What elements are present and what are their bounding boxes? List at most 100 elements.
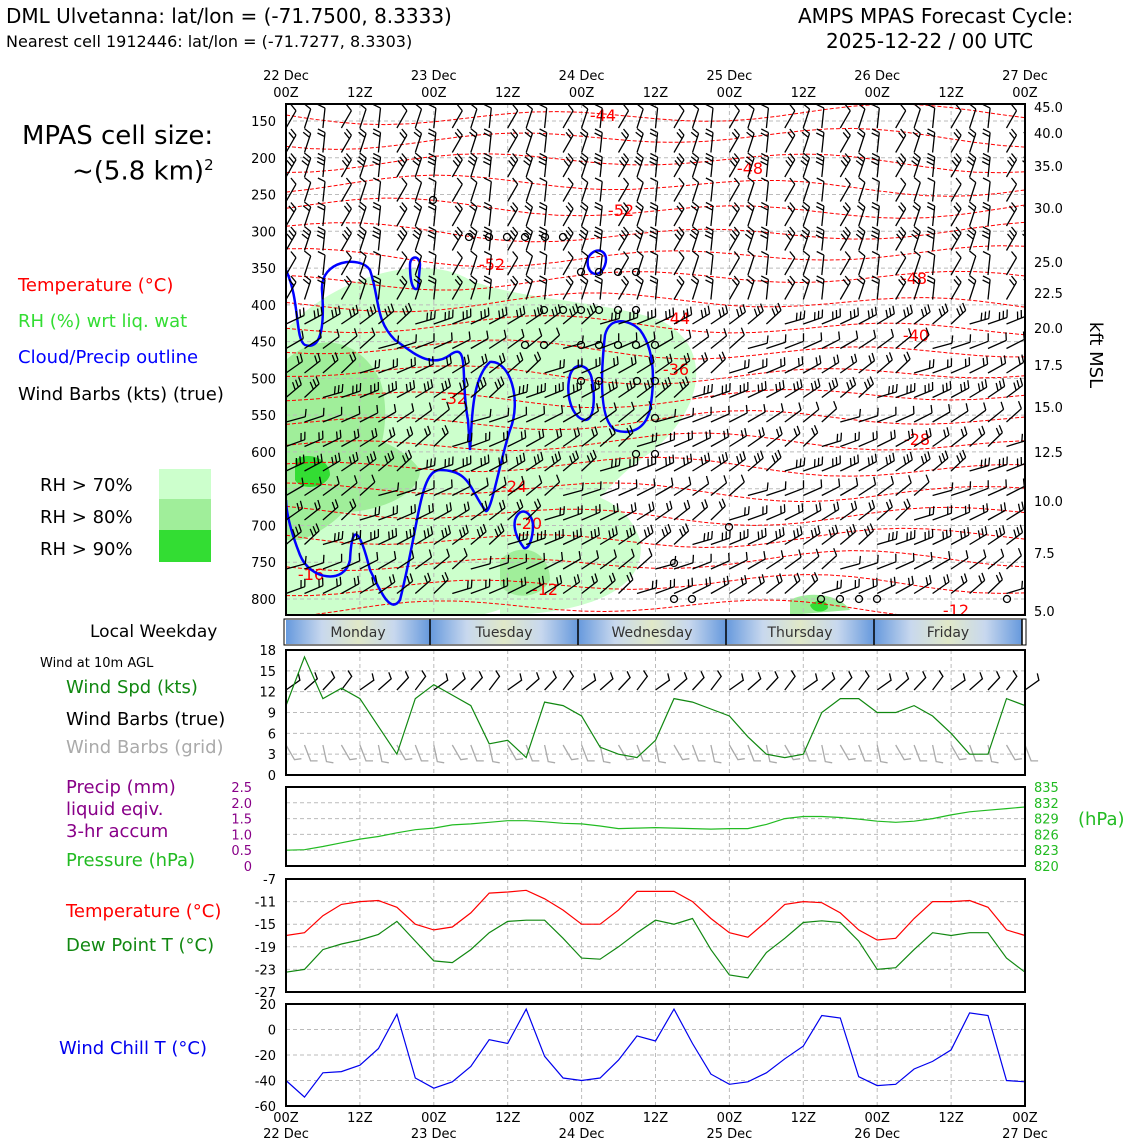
wind-barb — [507, 226, 519, 251]
temperature-contour-label: -36 — [663, 360, 689, 379]
calm-wind-marker — [669, 594, 679, 604]
wind-barb — [562, 427, 581, 448]
kft-tick-label: 35.0 — [1034, 160, 1063, 175]
weekday-cell — [286, 620, 430, 644]
wind-barb — [452, 478, 471, 497]
wind-barb — [488, 430, 509, 448]
wind-barb — [729, 427, 748, 448]
calm-wind-marker — [594, 376, 604, 386]
wind-barb — [765, 573, 783, 595]
wind-barb — [581, 302, 597, 325]
wind-barb — [784, 153, 796, 178]
wind-barb — [618, 355, 637, 374]
wind-barb — [378, 482, 400, 497]
wind-barb — [415, 457, 436, 472]
wind-barb — [617, 104, 630, 129]
wind-barb — [340, 251, 352, 276]
surface-wind-barb — [821, 672, 836, 691]
legend-rh70: RH > 70% — [40, 475, 133, 496]
wind-barb — [322, 383, 344, 399]
wind-barb — [876, 406, 897, 423]
temperature-contour-label: -52 — [608, 201, 634, 220]
wind-barb — [784, 572, 801, 594]
wind-barb — [858, 329, 877, 350]
wind-barb — [396, 449, 413, 472]
wind-barb — [969, 402, 987, 423]
wind-barb — [581, 481, 602, 497]
wind-barb — [539, 177, 548, 202]
grid-wind-barb — [747, 744, 761, 762]
surface-wind-barb — [969, 672, 984, 691]
wind-barb — [340, 498, 357, 521]
wind-barb — [507, 475, 525, 497]
wind-barb — [470, 523, 487, 545]
wind-barb — [525, 451, 544, 472]
temperature-contour — [286, 197, 1025, 219]
surface-wind-barb — [876, 673, 892, 691]
wind-barb — [635, 201, 644, 227]
wind-barb — [451, 104, 463, 129]
calm-wind-marker — [854, 594, 864, 604]
wind-barb — [525, 176, 534, 202]
kft-tick-label: 17.5 — [1034, 359, 1063, 374]
wind-barb — [728, 474, 745, 496]
pressure-label: Pressure (hPa) — [66, 850, 196, 871]
wind-barb — [689, 225, 700, 251]
wind-barb — [1006, 455, 1025, 472]
wind-barb — [636, 501, 655, 521]
wind-barb — [673, 251, 685, 276]
wind-barb — [378, 574, 396, 595]
weekday-cell — [726, 620, 874, 644]
wind-barb — [968, 104, 977, 129]
wind-barb — [317, 275, 326, 300]
nearest-cell-title: Nearest cell 1912446: lat/lon = (-71.727… — [6, 32, 413, 51]
wind-barb — [821, 308, 841, 325]
wind-barb — [969, 526, 988, 546]
rh-shade-area — [295, 455, 330, 487]
temperature-contour — [286, 127, 1025, 150]
wind-barb — [599, 310, 621, 325]
wind-barb — [341, 552, 361, 570]
wind-barb — [673, 376, 690, 398]
wind-barb — [470, 408, 492, 423]
wind-barb — [765, 449, 782, 472]
wind-barb — [286, 431, 306, 448]
wind-barb — [1006, 377, 1024, 399]
wind-barb — [876, 576, 896, 595]
bottom-day-label: 25 Dec — [706, 1127, 752, 1140]
wind-barb — [913, 574, 932, 595]
wind-barb — [378, 550, 397, 570]
wind-barb — [895, 128, 907, 153]
wind-barb — [802, 104, 811, 129]
wind-barb — [655, 408, 677, 423]
windchill-panel: -60 -40 -20 0 20 — [255, 998, 1026, 1115]
wind-barb — [856, 201, 866, 227]
wind-barb — [876, 499, 893, 521]
grid-wind-barb — [303, 744, 318, 762]
surface-wind-barb — [304, 672, 319, 691]
wind-barb — [301, 225, 312, 251]
grid-wind-barb — [377, 744, 389, 764]
wind-barb — [594, 128, 603, 153]
wind-barb — [895, 226, 907, 251]
wind-barb — [524, 127, 534, 153]
wind-barb — [286, 578, 306, 595]
wind-barb — [655, 376, 672, 398]
wind-barb — [544, 404, 564, 423]
wind-barb — [950, 403, 969, 423]
wind-barb — [452, 308, 472, 325]
wind-barb — [761, 177, 770, 202]
wind-barb — [544, 381, 564, 399]
pressure-tick-label: 250 — [251, 189, 276, 204]
wind-barb — [729, 528, 749, 546]
surface-wind-barb — [913, 671, 927, 691]
wind-barb — [317, 250, 326, 276]
wind-barb — [618, 548, 635, 570]
wind-barb — [926, 152, 936, 178]
wind-barb — [747, 381, 767, 399]
wind-barb — [396, 403, 415, 423]
wind-barb — [451, 354, 470, 374]
wind-barb — [729, 506, 750, 521]
wind-barb — [895, 529, 916, 546]
